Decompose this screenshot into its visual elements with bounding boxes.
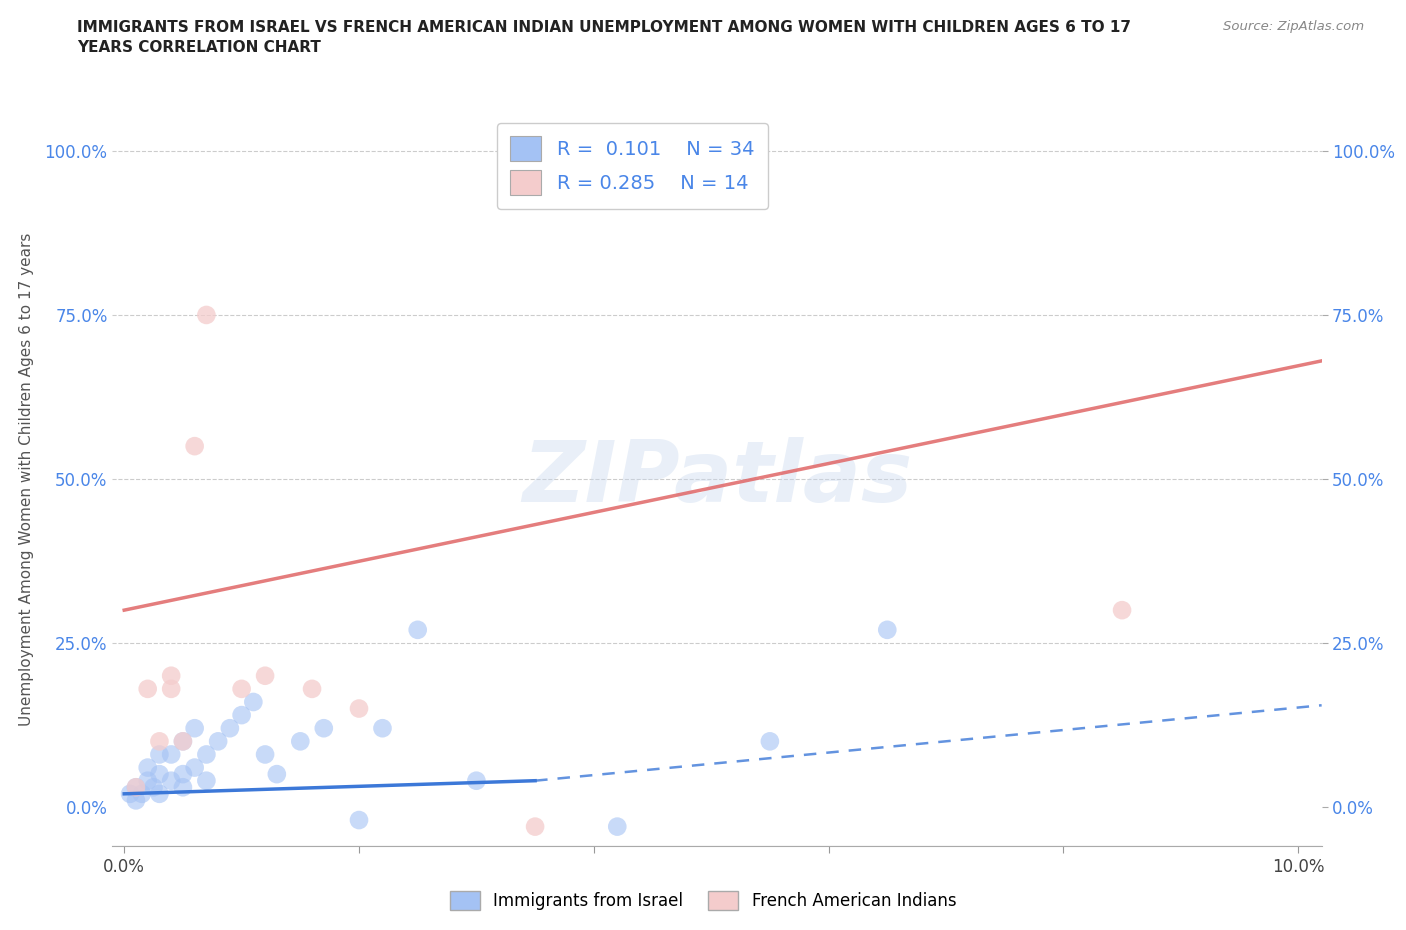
Point xyxy=(301,682,323,697)
Point xyxy=(371,721,394,736)
Point xyxy=(207,734,229,749)
Point xyxy=(254,669,277,684)
Y-axis label: Unemployment Among Women with Children Ages 6 to 17 years: Unemployment Among Women with Children A… xyxy=(18,232,34,725)
Text: Source: ZipAtlas.com: Source: ZipAtlas.com xyxy=(1223,20,1364,33)
Point xyxy=(266,766,288,781)
Point xyxy=(125,780,148,795)
Point xyxy=(183,721,205,736)
Point xyxy=(254,747,277,762)
Point xyxy=(125,780,148,795)
Text: IMMIGRANTS FROM ISRAEL VS FRENCH AMERICAN INDIAN UNEMPLOYMENT AMONG WOMEN WITH C: IMMIGRANTS FROM ISRAEL VS FRENCH AMERICA… xyxy=(77,20,1132,35)
Point xyxy=(148,734,170,749)
Point xyxy=(183,439,205,454)
Point xyxy=(312,721,335,736)
Point xyxy=(347,813,370,828)
Point xyxy=(136,773,159,788)
Point xyxy=(347,701,370,716)
Text: ZIPatlas: ZIPatlas xyxy=(522,437,912,521)
Point xyxy=(172,734,194,749)
Point xyxy=(242,695,264,710)
Point xyxy=(125,793,148,808)
Text: YEARS CORRELATION CHART: YEARS CORRELATION CHART xyxy=(77,40,321,55)
Point xyxy=(160,747,183,762)
Legend: Immigrants from Israel, French American Indians: Immigrants from Israel, French American … xyxy=(443,884,963,917)
Point xyxy=(606,819,628,834)
Point xyxy=(195,747,218,762)
Point xyxy=(524,819,547,834)
Point xyxy=(148,787,170,802)
Point xyxy=(231,708,253,723)
Point xyxy=(142,780,165,795)
Point xyxy=(172,734,194,749)
Point xyxy=(131,787,153,802)
Point xyxy=(120,787,142,802)
Point xyxy=(290,734,312,749)
Point xyxy=(231,682,253,697)
Point xyxy=(160,669,183,684)
Point xyxy=(172,766,194,781)
Point xyxy=(195,308,218,323)
Point xyxy=(160,682,183,697)
Point xyxy=(148,747,170,762)
Point xyxy=(172,780,194,795)
Point xyxy=(136,760,159,775)
Legend: R =  0.101    N = 34, R = 0.285    N = 14: R = 0.101 N = 34, R = 0.285 N = 14 xyxy=(496,123,768,208)
Point xyxy=(465,773,488,788)
Point xyxy=(1111,603,1133,618)
Point xyxy=(195,773,218,788)
Point xyxy=(160,773,183,788)
Point xyxy=(183,760,205,775)
Point xyxy=(876,622,898,637)
Point xyxy=(406,622,429,637)
Point xyxy=(759,734,782,749)
Point xyxy=(136,682,159,697)
Point xyxy=(218,721,240,736)
Point xyxy=(148,766,170,781)
